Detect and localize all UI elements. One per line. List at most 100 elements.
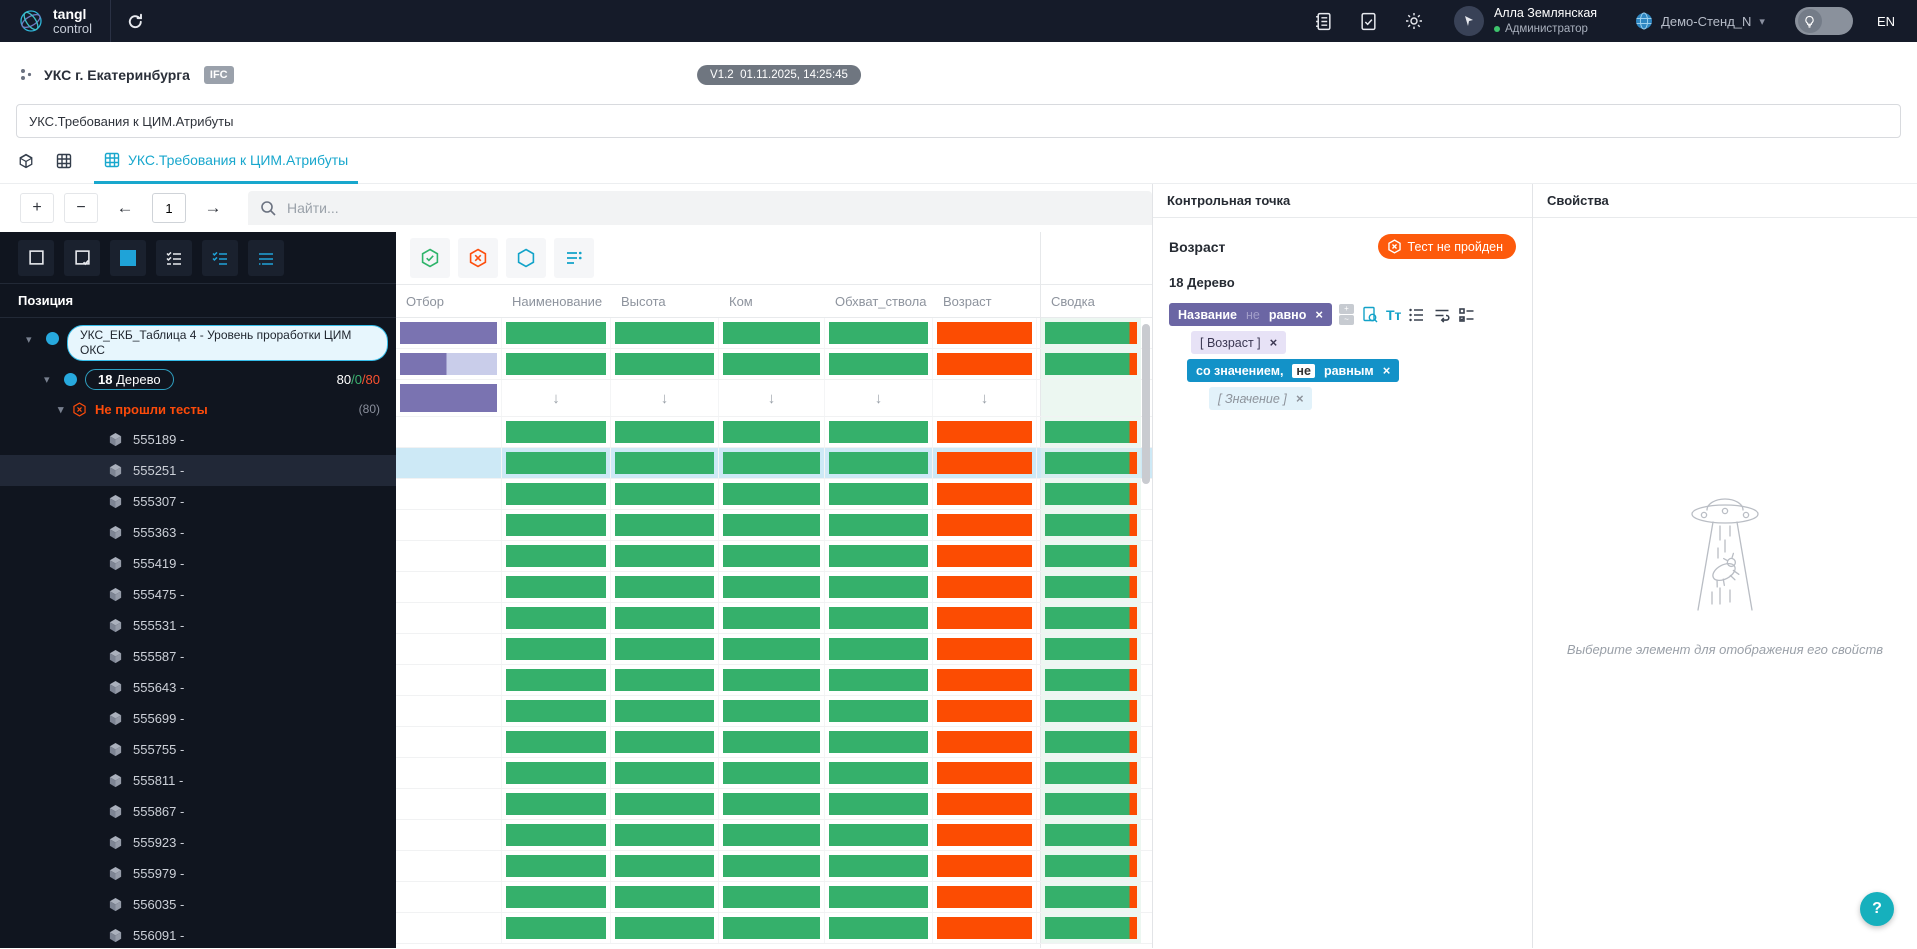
table-cell[interactable] [825,913,933,943]
table-row[interactable] [396,758,1152,789]
tree-leaf-item[interactable]: 555587 - [0,641,396,672]
table-cell[interactable] [396,510,502,540]
select-all-button[interactable] [110,239,146,276]
svodka-cell[interactable] [1041,479,1141,509]
svodka-cell[interactable] [1041,380,1141,416]
table-cell[interactable] [719,510,825,540]
table-row[interactable] [396,727,1152,758]
tree-leaf-item[interactable]: 555699 - [0,703,396,734]
tree-leaf-item[interactable]: 555307 - [0,486,396,517]
column-header[interactable]: Наименование [512,293,603,309]
table-cell[interactable] [611,696,719,726]
table-cell[interactable] [933,851,1037,881]
chevron-down-icon[interactable]: ▾ [44,373,50,386]
svodka-cell[interactable] [1041,851,1141,881]
chevron-down-icon[interactable]: ▾ [58,403,64,416]
table-cell[interactable] [502,603,611,633]
table-cell[interactable] [825,820,933,850]
table-cell[interactable] [611,851,719,881]
table-cell[interactable] [825,727,933,757]
tree-failed-group[interactable]: ▾ Не прошли тесты (80) [0,394,396,424]
table-cell[interactable] [396,572,502,602]
table-cell[interactable] [719,758,825,788]
theme-toggle[interactable] [1794,7,1853,35]
table-cell[interactable] [933,634,1037,664]
table-cell[interactable] [719,417,825,447]
wrap-text-icon[interactable] [1433,306,1451,324]
tree-leaf-item[interactable]: 555979 - [0,858,396,889]
tree-leaf-item[interactable]: 556091 - [0,920,396,948]
language-switch[interactable]: EN [1876,13,1895,29]
table-cell[interactable] [396,913,502,943]
table-row[interactable] [396,603,1152,634]
table-cell[interactable] [502,882,611,912]
close-icon[interactable]: × [1295,391,1304,406]
table-row[interactable] [396,696,1152,727]
tab-table-view[interactable] [56,153,72,169]
table-cell[interactable] [933,541,1037,571]
filter-failed-button[interactable] [458,238,498,278]
table-cell[interactable] [396,696,502,726]
refresh-button[interactable] [126,12,145,31]
table-cell[interactable] [502,479,611,509]
table-cell[interactable] [933,758,1037,788]
table-cell[interactable] [611,882,719,912]
svodka-cell[interactable] [1041,758,1141,788]
table-cell[interactable] [611,510,719,540]
table-cell[interactable] [396,851,502,881]
table-cell[interactable] [611,448,719,478]
table-row[interactable] [396,448,1152,479]
down-arrow-icon[interactable]: ↓ [611,380,719,416]
filter-untested-button[interactable] [506,238,546,278]
table-cell[interactable] [396,882,502,912]
table-row[interactable] [396,820,1152,851]
table-row[interactable] [396,318,1152,349]
table-cell[interactable] [933,510,1037,540]
table-cell[interactable] [825,349,933,379]
table-cell[interactable] [933,448,1037,478]
svodka-cell[interactable] [1041,603,1141,633]
column-header[interactable]: Сводка [1051,293,1095,309]
tree-leaf-item[interactable]: 556035 - [0,889,396,920]
table-cell[interactable] [825,448,933,478]
journal-button[interactable] [1314,12,1333,31]
svodka-cell[interactable] [1041,572,1141,602]
svodka-cell[interactable] [1041,510,1141,540]
table-cell[interactable] [933,479,1037,509]
table-cell[interactable] [502,572,611,602]
table-cell[interactable] [502,417,611,447]
select-partial-button[interactable] [64,239,100,276]
zoom-out-button[interactable]: − [64,193,98,223]
table-cell[interactable] [719,665,825,695]
table-cell[interactable] [719,541,825,571]
table-cell[interactable] [719,882,825,912]
down-arrow-icon[interactable]: ↓ [825,380,933,416]
table-cell[interactable] [719,318,825,348]
help-button[interactable]: ? [1860,892,1894,926]
table-cell[interactable] [719,479,825,509]
table-cell[interactable] [611,417,719,447]
tree-group-item[interactable]: ▾ 18 Дерево 80/0/80 [0,364,396,394]
table-cell[interactable] [396,349,502,379]
table-cell[interactable] [502,758,611,788]
table-cell[interactable] [611,727,719,757]
table-cell[interactable] [502,851,611,881]
tree-leaf-item[interactable]: 555867 - [0,796,396,827]
down-arrow-icon[interactable]: ↓ [719,380,825,416]
table-cell[interactable] [611,634,719,664]
table-cell[interactable] [825,479,933,509]
table-cell[interactable] [502,665,611,695]
table-cell[interactable] [396,603,502,633]
table-cell[interactable] [502,318,611,348]
table-cell[interactable] [719,789,825,819]
table-cell[interactable] [719,448,825,478]
table-cell[interactable] [502,789,611,819]
table-row[interactable] [396,634,1152,665]
table-cell[interactable] [396,448,502,478]
down-arrow-icon[interactable]: ↓ [502,380,611,416]
table-cell[interactable] [396,758,502,788]
column-header[interactable]: Возраст [943,293,992,309]
svodka-cell[interactable] [1041,417,1141,447]
app-logo[interactable]: tangl control [0,0,112,42]
rule-add-controls[interactable]: + ~ [1338,304,1354,325]
